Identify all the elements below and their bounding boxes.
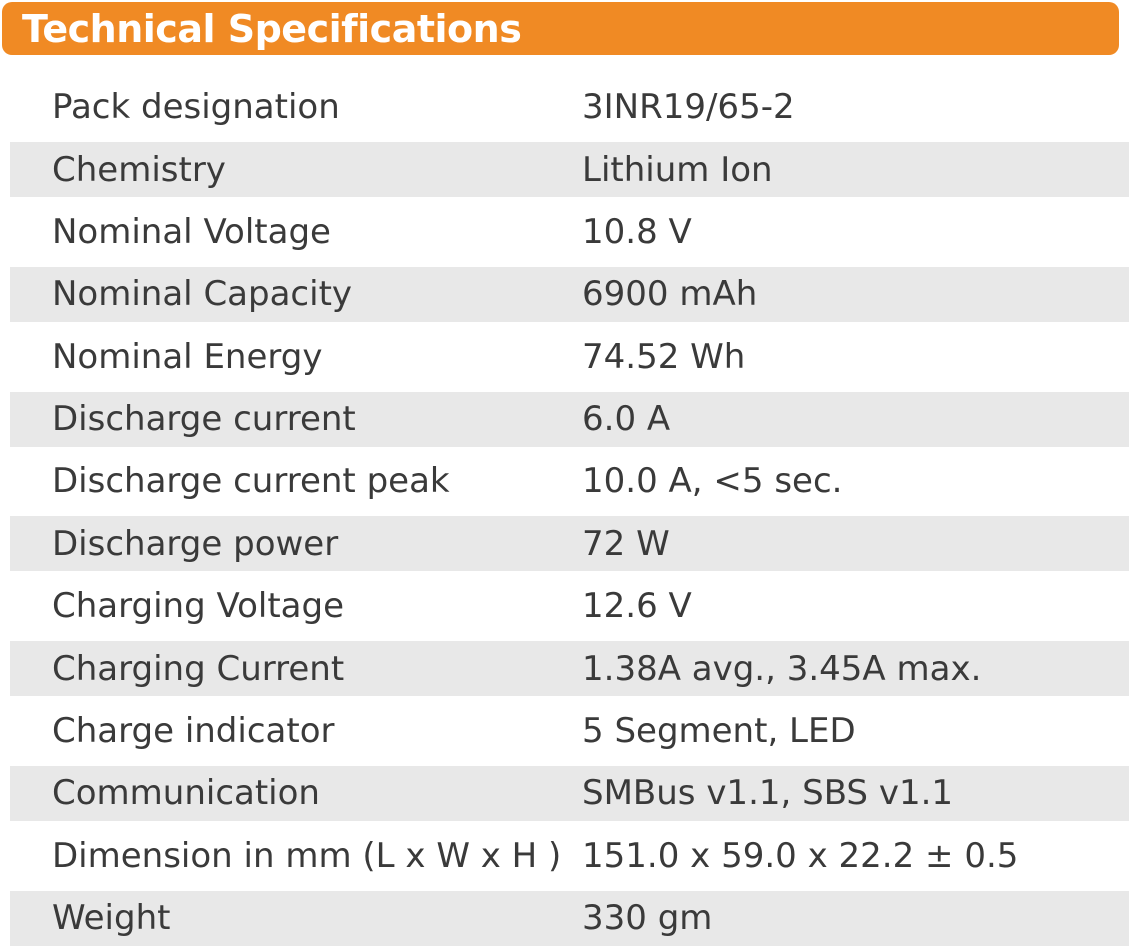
- spec-value: Lithium Ion: [582, 149, 773, 190]
- table-row: Charging Current 1.38A avg., 3.45A max.: [10, 641, 1129, 697]
- spec-value: 1.38A avg., 3.45A max.: [582, 648, 982, 689]
- table-row: Nominal Voltage 10.8 V: [10, 201, 1129, 263]
- table-row: Charge indicator 5 Segment, LED: [10, 700, 1129, 762]
- spec-label: Nominal Energy: [52, 336, 323, 377]
- table-row: Charging Voltage 12.6 V: [10, 575, 1129, 637]
- spec-value: 6.0 A: [582, 399, 671, 440]
- spec-value: 330 gm: [582, 898, 713, 939]
- table-row: Pack designation 3INR19/65-2: [10, 76, 1129, 138]
- table-row: Discharge power 72 W: [10, 516, 1129, 572]
- spec-value: SMBus v1.1, SBS v1.1: [582, 773, 954, 814]
- spec-label: Discharge power: [52, 523, 339, 564]
- table-row: Discharge current 6.0 A: [10, 391, 1129, 447]
- spec-value: 72 W: [582, 523, 670, 564]
- spec-label: Pack designation: [52, 87, 340, 128]
- table-row: Nominal Capacity 6900 mAh: [10, 266, 1129, 322]
- spec-value: 12.6 V: [582, 586, 692, 627]
- table-row: Weight 330 gm: [10, 890, 1129, 946]
- spec-label: Nominal Capacity: [52, 274, 353, 315]
- spec-value: 151.0 x 59.0 x 22.2 ± 0.5: [582, 835, 1019, 876]
- spec-value: 10.0 A, <5 sec.: [582, 461, 843, 502]
- table-row: Communication SMBus v1.1, SBS v1.1: [10, 765, 1129, 821]
- table-row: Chemistry Lithium Ion: [10, 142, 1129, 198]
- spec-label: Discharge current peak: [52, 461, 450, 502]
- spec-table: Pack designation 3INR19/65-2 Chemistry L…: [10, 76, 1129, 949]
- spec-value: 3INR19/65-2: [582, 87, 795, 128]
- spec-label: Charging Voltage: [52, 586, 345, 627]
- spec-value: 6900 mAh: [582, 274, 758, 315]
- spec-label: Weight: [52, 898, 171, 939]
- spec-value: 5 Segment, LED: [582, 711, 856, 752]
- page-title: Technical Specifications: [22, 7, 522, 51]
- spec-value: 10.8 V: [582, 211, 692, 252]
- header-banner: Technical Specifications: [2, 2, 1119, 55]
- table-row: Nominal Energy 74.52 Wh: [10, 326, 1129, 388]
- table-row: Dimension in mm (L x W x H ) 151.0 x 59.…: [10, 825, 1129, 887]
- spec-label: Nominal Voltage: [52, 211, 331, 252]
- spec-label: Communication: [52, 773, 320, 814]
- spec-label: Discharge current: [52, 399, 356, 440]
- spec-label: Dimension in mm (L x W x H ): [52, 835, 562, 876]
- spec-label: Chemistry: [52, 149, 226, 190]
- spec-value: 74.52 Wh: [582, 336, 746, 377]
- spec-label: Charging Current: [52, 648, 345, 689]
- spec-label: Charge indicator: [52, 711, 335, 752]
- table-row: Discharge current peak 10.0 A, <5 sec.: [10, 450, 1129, 512]
